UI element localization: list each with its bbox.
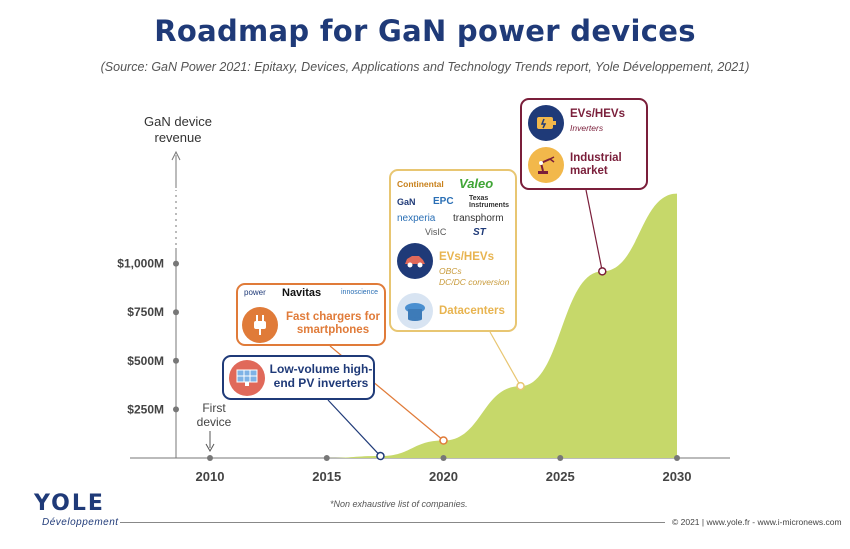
logo-visic: VisIC [425, 227, 447, 237]
page-subtitle: (Source: GaN Power 2021: Epitaxy, Device… [100, 60, 750, 74]
first-device-annotation-line1: First [202, 401, 226, 415]
logo-epc: EPC [433, 196, 454, 207]
milestone-point [516, 381, 525, 391]
logo-innoscience: innoscience [341, 289, 378, 296]
milestone-point [439, 436, 448, 445]
industrial-market-label: Industrial market [570, 152, 622, 178]
fast-chargers-label: Fast chargers for smartphones [286, 311, 380, 337]
x-tick-label: 2025 [546, 469, 575, 484]
logo-gan-systems: GaN [397, 197, 416, 207]
first-device-annotation-line2: device [197, 415, 232, 429]
logo-transphorm: transphorm [453, 213, 504, 224]
y-tick-dot [173, 406, 179, 413]
first-device-arrowhead [205, 443, 215, 453]
logo-navitas: Navitas [282, 287, 322, 299]
logo-texas-instruments: Texas Instruments [469, 195, 510, 210]
car-icon [397, 243, 433, 279]
logo-power-integrations: power [244, 288, 266, 297]
y-tick-label: $1,000M [117, 257, 164, 271]
y-tick-label: $750M [127, 305, 164, 319]
milestone-point [598, 267, 607, 276]
leader-line [327, 399, 381, 457]
y-axis-arrowhead [171, 150, 181, 161]
milestone-point [376, 451, 385, 461]
x-tick-dot [674, 455, 680, 461]
page-title: Roadmap for GaN power devices [154, 14, 696, 48]
callout-fast-chargers: power Navitas innoscience Fast chargers … [236, 283, 386, 346]
logo-valeo: Valeo [459, 176, 494, 191]
callout-pv-inverters: Low-volume high-end PV inverters [222, 355, 375, 400]
x-tick-label: 2030 [663, 469, 692, 484]
footnote: *Non exhaustive list of companies. [330, 499, 468, 509]
logo-nexperia: nexperia [397, 213, 436, 224]
yole-logo-sub: Développement [42, 517, 119, 528]
y-tick-label: $500M [127, 354, 164, 368]
datacenters-label: Datacenters [439, 305, 505, 317]
footer-divider [120, 522, 665, 523]
x-tick-label: 2010 [196, 469, 225, 484]
y-tick-dot [173, 309, 179, 316]
callout-evs-datacenters: Continental Valeo GaN EPC Texas Instrume… [389, 169, 517, 332]
motor-icon [528, 105, 564, 141]
solar-panel-icon [229, 360, 265, 396]
y-axis-label-line1: GaN device [144, 114, 212, 129]
y-tick-dot [173, 260, 179, 267]
pv-inverters-label: Low-volume high-end PV inverters [269, 362, 373, 390]
logo-st: ST [473, 227, 486, 238]
leader-line [585, 189, 603, 272]
y-axis-label-line2: revenue [155, 130, 202, 145]
copyright: © 2021 | www.yole.fr - www.i-micronews.c… [672, 517, 842, 527]
x-tick-dot [557, 455, 564, 461]
revenue-area [326, 193, 677, 458]
x-tick-label: 2020 [429, 469, 458, 484]
evs-obc-label: EVs/HEVs [439, 251, 494, 263]
x-tick-dot [323, 455, 330, 461]
yole-logo: YOLE [34, 491, 105, 516]
y-tick-dot [173, 357, 179, 364]
evs-inverters-sub: Inverters [570, 123, 604, 133]
cloud-database-icon [397, 293, 433, 329]
x-tick-label: 2015 [312, 469, 341, 484]
logo-continental: Continental [397, 179, 444, 189]
y-tick-label: $250M [127, 402, 164, 416]
x-tick-dot [440, 455, 447, 461]
leader-line [489, 331, 522, 387]
robot-arm-icon [528, 147, 564, 183]
callout-evs-industrial: EVs/HEVs Inverters Industrial market [520, 98, 648, 190]
evs-obc-sub: OBCs DC/DC conversion [439, 266, 510, 287]
evs-inverters-label: EVs/HEVs [570, 108, 625, 120]
plug-icon [242, 307, 278, 343]
x-tick-dot [207, 455, 213, 461]
